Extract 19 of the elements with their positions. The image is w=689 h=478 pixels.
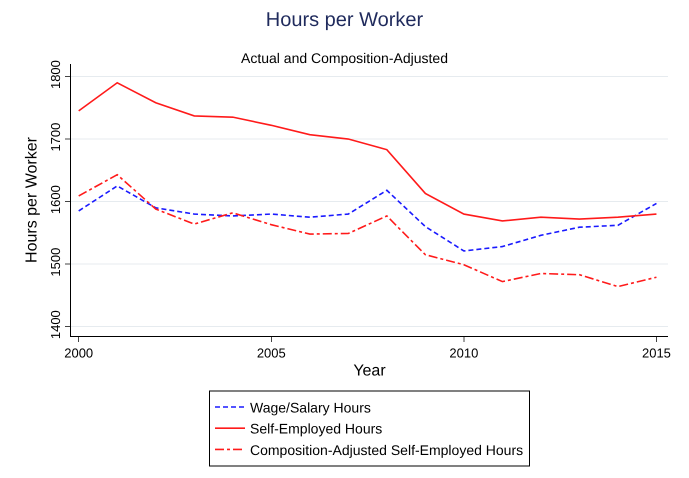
- x-tick-label: 2010: [449, 346, 478, 361]
- line-series: [78, 185, 658, 252]
- y-tick-label: 1500: [48, 248, 63, 277]
- x-axis-title: Year: [353, 362, 386, 380]
- y-tick-label: 1700: [48, 122, 63, 152]
- line-series: [78, 174, 658, 288]
- legend-label: Composition-Adjusted Self-Employed Hours: [250, 442, 524, 458]
- y-tick-label: 1800: [48, 60, 63, 90]
- x-tick-label: 2005: [256, 346, 286, 361]
- legend-label: Self-Employed Hours: [250, 420, 382, 437]
- chart-subtitle: Actual and Composition-Adjusted: [240, 50, 448, 66]
- chart-title: Hours per Worker: [266, 8, 424, 31]
- x-tick-label: 2000: [64, 346, 94, 361]
- x-tick-label: 2015: [642, 346, 671, 361]
- y-tick-label: 1600: [48, 185, 63, 214]
- y-tick-label: 1400: [48, 310, 63, 340]
- line-series: [78, 82, 658, 222]
- legend-label: Wage/Salary Hours: [250, 399, 371, 416]
- y-axis-title: Hours per Worker: [24, 136, 41, 263]
